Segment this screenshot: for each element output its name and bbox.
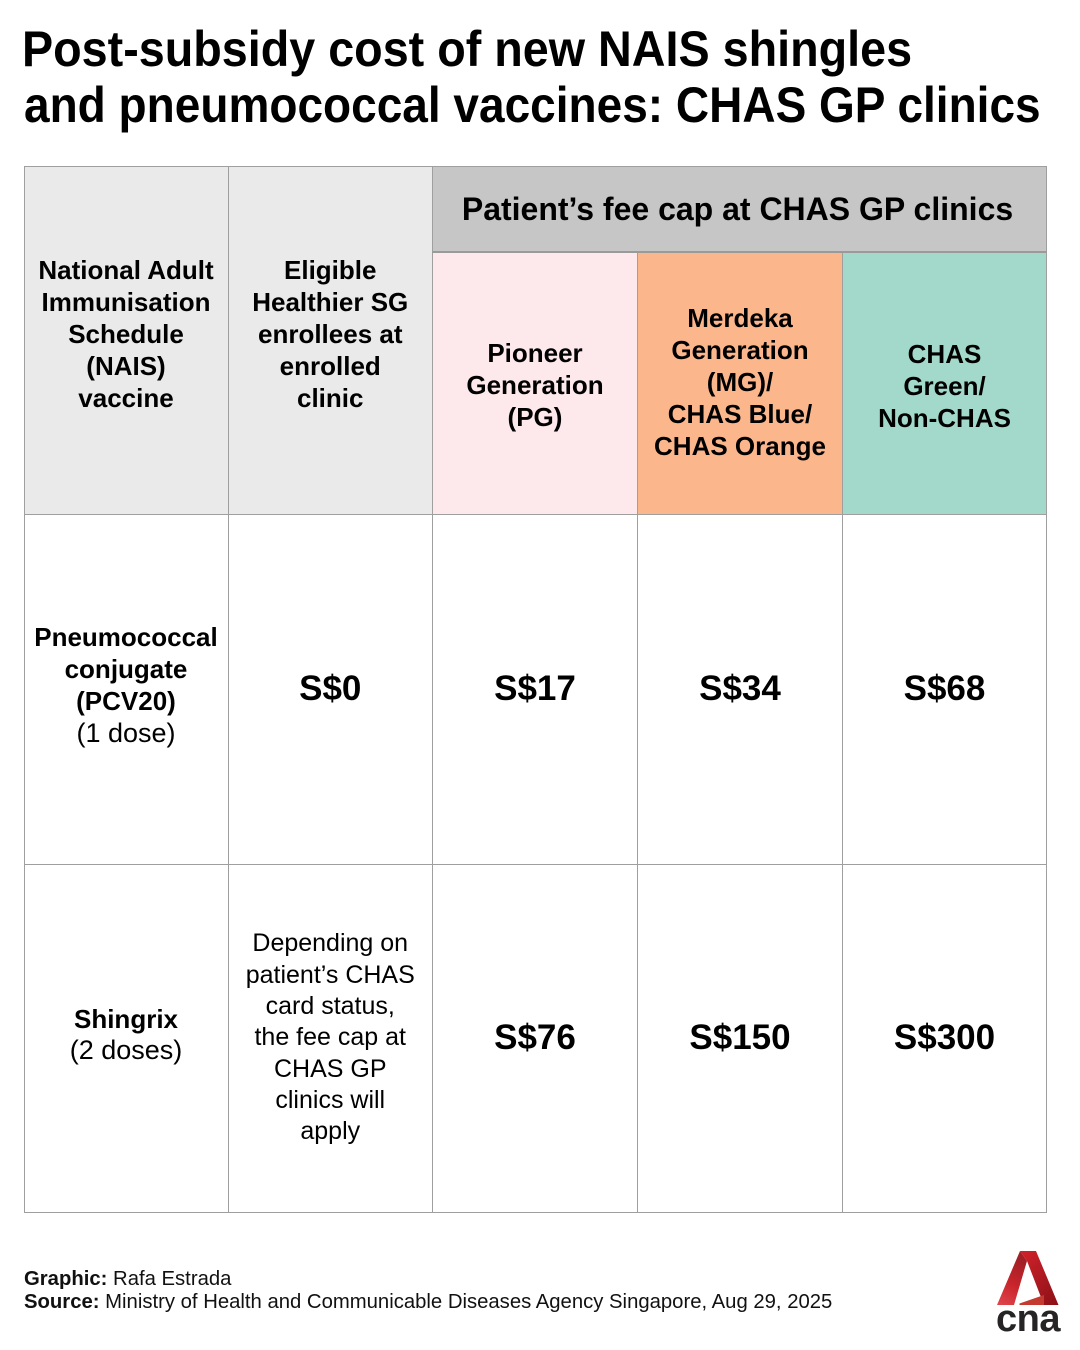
svg-text:cna: cna: [996, 1298, 1061, 1334]
